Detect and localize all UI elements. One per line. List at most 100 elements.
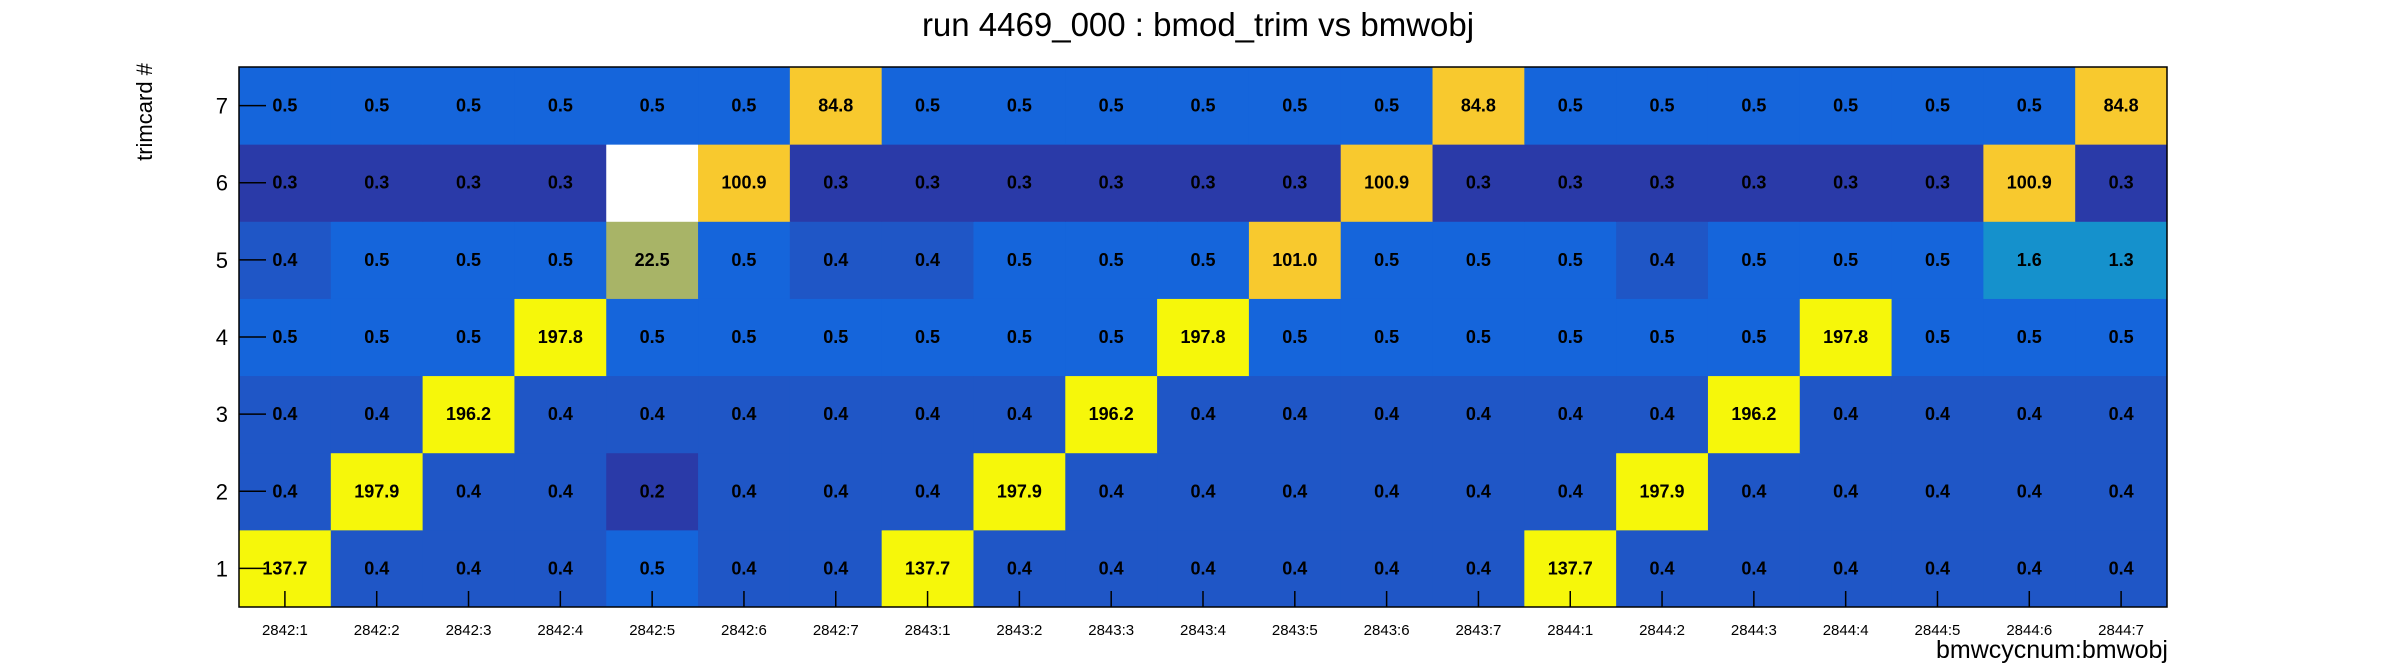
cell-value-label: 0.5 [1374,327,1399,347]
x-tick-label: 2844:6 [2006,622,2052,639]
x-tick-label: 2843:3 [1088,622,1134,639]
cell-value-label: 0.5 [640,96,665,116]
cell-value-label: 0.4 [915,481,940,501]
heatmap-cell [1891,298,1984,377]
heatmap-cell [1983,221,2076,299]
heatmap-cell [1065,221,1158,299]
heatmap-cell [1248,67,1342,145]
cell-value-label: 0.5 [1558,327,1583,347]
y-tick-label: 2 [216,479,228,504]
axes: 2842:1 2842:2 2842:3 2842:4 2842:5 2842:6 2842… [216,66,2168,639]
heatmap-cell [1157,67,1250,145]
x-tick-label: 2843:2 [996,622,1042,639]
heatmap-cell [973,375,1066,454]
heatmap-cell [881,298,974,377]
heatmap-cell [1799,375,1893,454]
cell-value-label: 0.4 [1374,558,1399,578]
cell-value-label: 0.4 [272,404,297,424]
cell-value-label: 0.4 [2017,558,2042,578]
cell-value-label: 0.4 [1466,404,1491,424]
x-tick-label: 2842:1 [262,622,308,639]
cell-value-label: 0.5 [731,96,756,116]
heatmap-cell [1891,452,1984,531]
heatmap-cell [1432,221,1525,299]
cell-value-label: 0.5 [1741,327,1766,347]
heatmap-cell [330,221,424,299]
heatmap-cell [1891,221,1984,299]
x-tick-label: 2843:4 [1180,622,1226,639]
heatmap-cell [422,221,515,299]
cell-value-label: 0.3 [1925,173,1950,193]
cell-value-label: 0.5 [915,327,940,347]
cell-value-label: 0.4 [2109,481,2134,501]
heatmap-cell [789,144,883,222]
cell-value-labels: 137.7 0.4 0.4 0.4 0.5 0.4 0.4 137.7 0.4 0.4 0.4 0.4… [262,96,2138,579]
heatmap-cell [1799,67,1893,145]
heatmap-cell [1340,375,1434,454]
heatmap-cell [2075,221,2168,299]
heatmap-cell [789,221,883,299]
cell-value-label: 0.5 [364,250,389,270]
heatmap-cell [422,298,515,377]
cell-value-label: 0.3 [456,173,481,193]
heatmap-cell [1248,298,1342,377]
cell-value-label: 0.4 [1833,404,1858,424]
cell-value-label: 0.3 [1558,173,1583,193]
cell-value-label: 0.3 [823,173,848,193]
cell-value-label: 0.5 [731,327,756,347]
cell-value-label: 0.5 [1650,96,1675,116]
heatmap-cell [1891,67,1984,145]
cell-value-label: 0.4 [731,558,756,578]
heatmap-cell [881,375,974,454]
cell-value-label: 197.8 [1823,327,1868,347]
heatmap-cell [1524,67,1617,145]
cell-value-label: 0.5 [364,327,389,347]
cell-value-label: 0.4 [1558,404,1583,424]
cell-value-label: 0.5 [1741,250,1766,270]
heatmap-cell [881,452,974,531]
cell-value-label: 100.9 [721,173,766,193]
heatmap-cell [1524,375,1617,454]
x-tick-label: 2842:2 [354,622,400,639]
cell-value-label: 0.4 [364,558,389,578]
cell-value-label: 0.5 [731,250,756,270]
heatmap-cell [1983,67,2076,145]
x-tick-label: 2842:4 [537,622,583,639]
cell-value-label: 0.5 [1190,250,1215,270]
cell-value-label: 0.4 [823,481,848,501]
heatmap-cell [1524,221,1617,299]
heatmap-cell [514,221,607,299]
cell-value-label: 197.8 [1180,327,1225,347]
heatmap-cell [1432,67,1525,145]
cell-value-label: 0.4 [1374,404,1399,424]
heatmap-cell [1891,144,1984,222]
heatmap-cell [1799,221,1893,299]
x-tick-label: 2844:5 [1915,622,1961,639]
heatmap-cell [698,67,791,145]
cell-value-label: 0.4 [915,404,940,424]
heatmap-cell [1983,375,2076,454]
cell-value-label: 84.8 [1461,96,1496,116]
cell-value-label: 0.4 [1466,558,1491,578]
cell-value-label: 0.5 [1833,250,1858,270]
cell-value-label: 0.3 [548,173,573,193]
heatmap-cell [698,144,791,222]
cell-value-label: 137.7 [262,558,307,578]
cell-value-label: 0.5 [2017,96,2042,116]
cell-value-label: 0.4 [456,558,481,578]
cell-value-label: 0.5 [548,96,573,116]
cell-value-label: 0.3 [364,173,389,193]
heatmap-cell [973,452,1066,531]
cell-value-label: 0.3 [915,173,940,193]
heatmap-cell [1340,144,1434,222]
cell-value-label: 197.9 [997,481,1042,501]
cell-value-label: 0.4 [1007,558,1032,578]
cell-value-label: 0.4 [731,481,756,501]
cell-value-label: 0.5 [1466,250,1491,270]
cell-value-label: 0.4 [2109,404,2134,424]
cell-value-label: 0.5 [364,96,389,116]
cell-value-label: 0.4 [1925,558,1950,578]
heatmap-cell [789,298,883,377]
heatmap-cell [1340,452,1434,531]
heatmap-cell [698,298,791,377]
